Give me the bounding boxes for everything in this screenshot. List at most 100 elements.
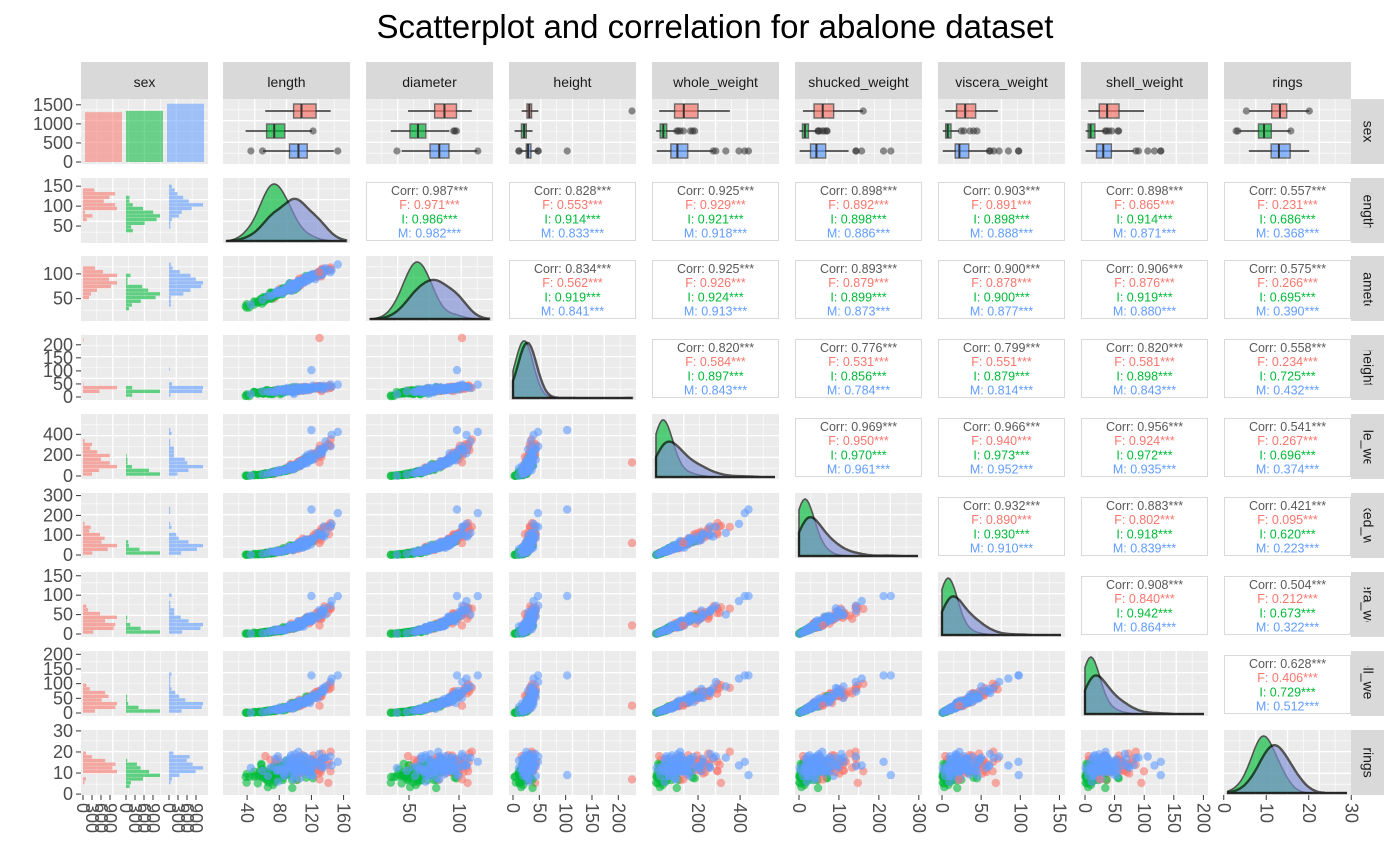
scatter-point-M <box>434 386 443 395</box>
panel-scatter-shucked_weight-diameter <box>366 493 493 559</box>
scatter-point-M <box>833 606 842 615</box>
hist-bar-rings-M <box>169 762 193 766</box>
row-strip-label-rings: rings <box>1360 747 1376 777</box>
hist-bar-length-M <box>169 206 192 211</box>
hist-bar-shell_weight-I <box>126 694 128 698</box>
hist-bar-whole_weight-I <box>126 457 128 461</box>
panel-hist-length <box>81 178 208 243</box>
scatter-point-M <box>462 606 471 615</box>
column-strip-label-height: height <box>553 74 591 90</box>
scatter-point-M <box>333 671 342 680</box>
scatter-point-M <box>285 462 294 472</box>
panel-density-height <box>509 335 636 400</box>
panel-scatter-whole_weight-diameter <box>366 414 493 481</box>
hist-bar-diameter-M <box>169 273 191 278</box>
scatter-point-M <box>462 383 471 392</box>
column-strip-label-length: length <box>267 74 305 90</box>
hist-bar-diameter-I <box>126 284 143 289</box>
row-strip-rings <box>1350 730 1384 795</box>
density-curve-shucked_weight-all <box>797 515 918 558</box>
panel-scatter-diameter-length <box>223 256 350 321</box>
scatter-point-M <box>307 591 316 601</box>
hist-bar-shucked_weight-M <box>169 551 182 555</box>
hist-bar-diameter-I <box>126 299 141 303</box>
chart-title: Scatterplot and correlation for abalone … <box>376 8 1054 45</box>
column-strip-shucked_weight <box>795 62 922 99</box>
boxplot-viscera_weight-M <box>942 143 1023 159</box>
density-curve-height-all <box>511 341 634 400</box>
hist-bar-shucked_weight-M <box>169 507 171 511</box>
scatter-point-M <box>333 591 342 601</box>
hist-bar-rings-F <box>83 762 116 766</box>
hist-bar-shucked_weight-F <box>83 536 105 540</box>
scatter-point-M <box>691 532 701 541</box>
scatter-point-M <box>417 467 426 476</box>
hist-bar-length-F <box>83 195 110 200</box>
scatter-point-F <box>818 621 828 630</box>
hist-bar-diameter-F <box>83 281 117 285</box>
hist-bar-height-M <box>169 367 170 371</box>
hist-bar-shell_weight-F <box>83 698 102 702</box>
panel-hist-whole_weight <box>81 414 208 479</box>
hist-bar-length-F <box>83 210 85 214</box>
panel-box-length <box>223 99 350 164</box>
scatter-point-M <box>533 427 543 437</box>
scatter-point-M <box>697 606 706 615</box>
scatter-point-M <box>563 505 572 514</box>
hist-bar-whole_weight-M <box>169 457 185 461</box>
hist-bar-rings-I <box>126 780 131 785</box>
scatter-point-M <box>451 613 460 623</box>
hist-bar-rings-I <box>126 766 141 770</box>
scatter-point-F <box>315 268 324 277</box>
scatter-point-M <box>246 708 256 717</box>
bar-sex-F <box>85 112 122 162</box>
hist-bar-rings-F <box>83 751 86 755</box>
hist-bar-whole_weight-M <box>169 428 171 432</box>
row-strip-viscera_weight <box>1350 572 1384 637</box>
boxplot-diameter-I <box>390 123 461 139</box>
hist-bar-diameter-M <box>169 303 171 307</box>
hist-bar-diameter-M <box>169 270 180 274</box>
hist-bar-diameter-I <box>126 288 149 292</box>
boxplot-diameter-F <box>408 103 472 119</box>
scatter-point-M <box>521 547 531 556</box>
column-strip-label-diameter: diameter <box>402 74 457 90</box>
hist-bar-diameter-M <box>169 295 171 300</box>
scatter-point-M <box>246 300 256 309</box>
scatter-point-M <box>294 539 303 548</box>
hist-bar-length-M <box>169 217 172 222</box>
hist-bar-diameter-M <box>169 262 171 267</box>
scatter-point-M <box>277 547 286 556</box>
scatter-point-M <box>263 548 273 558</box>
panel-scatter-viscera_weight-height <box>509 572 637 638</box>
boxplot-diameter-M <box>393 143 482 159</box>
scatter-point-M <box>533 508 543 518</box>
column-strip-label-rings: rings <box>1272 74 1302 90</box>
scatter-point-M <box>402 387 411 396</box>
scatter-point-F <box>315 333 324 343</box>
scatter-point-M <box>660 547 670 556</box>
hist-bar-viscera_weight-M <box>169 593 172 597</box>
hist-bar-shell_weight-M <box>169 679 171 684</box>
hist-bar-height-F <box>83 382 84 386</box>
panel-hist-diameter <box>81 256 208 321</box>
hist-bar-viscera_weight-F <box>83 611 100 616</box>
hist-bar-whole_weight-F <box>83 464 117 469</box>
boxplot-viscera_weight-I <box>942 123 981 139</box>
panel-density-whole_weight <box>652 414 779 479</box>
scatter-point-M <box>462 596 471 606</box>
scatter-point-M <box>522 459 531 469</box>
hist-bar-length-I <box>126 195 130 200</box>
hist-bar-whole_weight-F <box>83 446 91 450</box>
panel-scatter-whole_weight-length <box>223 414 350 481</box>
hist-bar-height-I <box>126 385 133 390</box>
scatter-point-M <box>529 452 538 461</box>
hist-bar-viscera_weight-I <box>126 619 127 623</box>
hist-bar-length-M <box>169 221 171 225</box>
scatter-point-M <box>857 596 866 606</box>
scatter-point-M <box>307 505 316 514</box>
hist-bar-diameter-M <box>169 266 173 270</box>
hist-bar-diameter-M <box>169 277 196 281</box>
boxplot-shucked_weight-F <box>802 103 867 119</box>
hist-bar-whole_weight-M <box>169 468 189 473</box>
